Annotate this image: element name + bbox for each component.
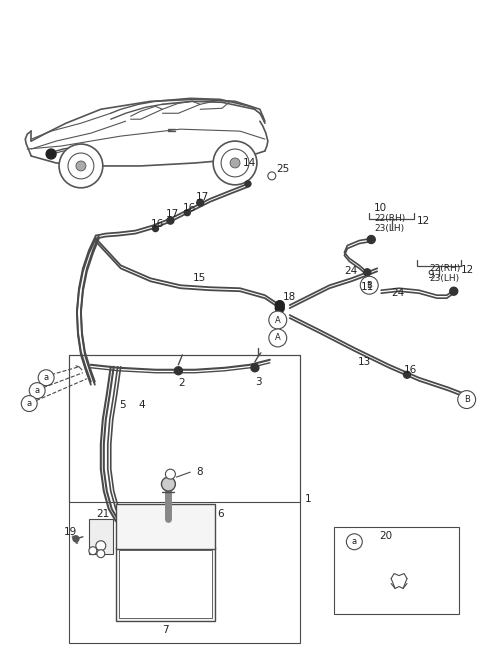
Text: 12: 12 — [461, 265, 474, 276]
Text: 16: 16 — [182, 203, 195, 213]
Circle shape — [97, 550, 105, 558]
Text: 13: 13 — [357, 357, 371, 367]
Circle shape — [268, 172, 276, 180]
Bar — [116, 546, 215, 621]
Circle shape — [230, 158, 240, 168]
Circle shape — [38, 370, 54, 386]
Text: 22(RH): 22(RH) — [374, 214, 406, 223]
Circle shape — [360, 276, 378, 294]
Circle shape — [73, 536, 79, 542]
Text: 14: 14 — [243, 158, 256, 168]
Text: 8: 8 — [196, 467, 203, 477]
Text: 23(LH): 23(LH) — [429, 274, 459, 283]
Circle shape — [96, 541, 106, 550]
Text: 16: 16 — [404, 365, 417, 375]
Bar — [69, 355, 300, 502]
Text: 19: 19 — [64, 527, 77, 537]
Circle shape — [213, 141, 257, 185]
Circle shape — [161, 477, 175, 491]
Text: 20: 20 — [379, 531, 392, 541]
Text: 6: 6 — [217, 509, 224, 519]
Circle shape — [347, 534, 362, 550]
Circle shape — [21, 396, 37, 411]
Text: 24: 24 — [391, 288, 404, 298]
Circle shape — [251, 364, 259, 372]
Bar — [116, 504, 215, 548]
Circle shape — [245, 181, 251, 187]
Text: B: B — [366, 281, 372, 290]
Circle shape — [174, 367, 182, 375]
Text: 2: 2 — [179, 378, 185, 388]
Text: 1: 1 — [305, 494, 311, 504]
Circle shape — [89, 546, 97, 555]
Text: 4: 4 — [139, 400, 145, 409]
Circle shape — [221, 149, 249, 177]
Circle shape — [458, 390, 476, 409]
Text: 22(RH): 22(RH) — [429, 264, 460, 273]
Circle shape — [450, 287, 458, 295]
Circle shape — [153, 226, 158, 232]
Text: a: a — [352, 537, 357, 546]
Text: 24: 24 — [344, 266, 358, 276]
Bar — [119, 550, 212, 619]
Circle shape — [276, 300, 284, 310]
Circle shape — [197, 199, 204, 206]
Bar — [89, 519, 113, 554]
Circle shape — [269, 311, 287, 329]
Text: A: A — [275, 316, 281, 325]
Circle shape — [46, 149, 56, 159]
Text: 17: 17 — [166, 209, 179, 218]
Text: 7: 7 — [162, 625, 169, 635]
Text: a: a — [44, 373, 48, 382]
Text: 9: 9 — [427, 270, 433, 280]
Circle shape — [364, 269, 371, 276]
Circle shape — [367, 236, 375, 243]
Circle shape — [184, 210, 190, 216]
Text: 23(LH): 23(LH) — [374, 224, 404, 233]
Text: 25: 25 — [276, 164, 289, 174]
Circle shape — [76, 161, 86, 171]
Text: 11: 11 — [361, 282, 374, 292]
Circle shape — [167, 217, 174, 224]
Text: 5: 5 — [119, 400, 126, 409]
Text: 16: 16 — [151, 218, 164, 228]
Text: 21: 21 — [96, 509, 109, 519]
Text: 15: 15 — [193, 274, 206, 283]
Circle shape — [166, 469, 175, 479]
Text: 12: 12 — [417, 216, 430, 226]
Bar — [69, 355, 300, 643]
Circle shape — [269, 329, 287, 347]
Text: 18: 18 — [283, 292, 296, 302]
Text: 17: 17 — [196, 192, 209, 202]
Circle shape — [68, 153, 94, 179]
Text: 3: 3 — [255, 377, 262, 386]
Circle shape — [276, 304, 284, 313]
Text: 10: 10 — [374, 203, 387, 213]
Text: A: A — [275, 333, 281, 342]
Bar — [335, 527, 459, 614]
Circle shape — [59, 144, 103, 188]
Text: B: B — [464, 395, 469, 404]
Circle shape — [29, 382, 45, 399]
Circle shape — [404, 371, 410, 379]
Text: a: a — [27, 399, 32, 408]
Text: a: a — [35, 386, 40, 395]
Circle shape — [268, 173, 276, 179]
